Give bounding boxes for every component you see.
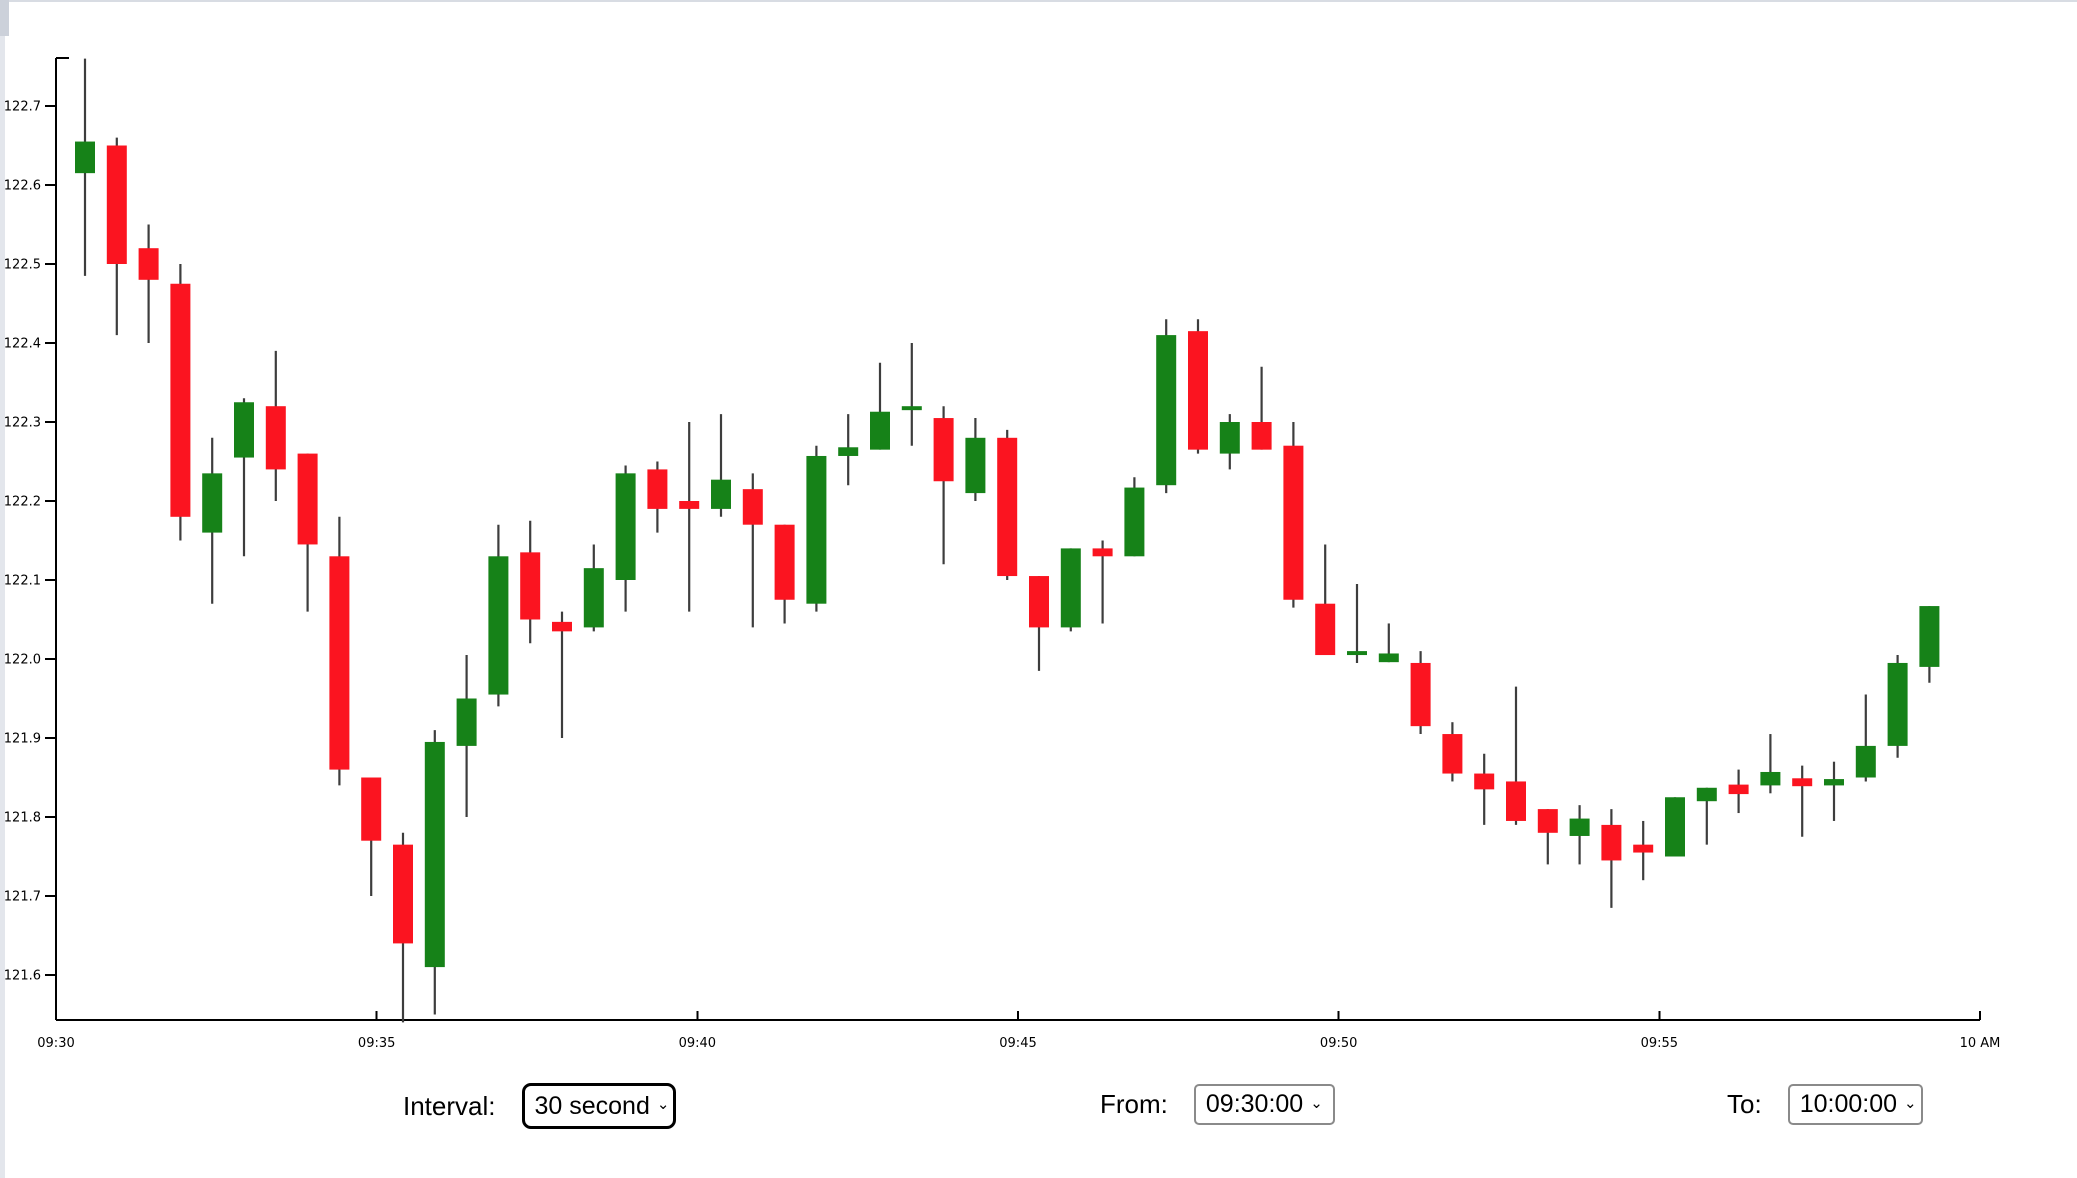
candle-body: [965, 437, 986, 494]
candle-body: [1760, 771, 1781, 786]
candle-body: [615, 473, 636, 580]
candle-body: [1347, 651, 1367, 656]
candle-body: [933, 418, 954, 482]
x-tick-label: 09:30: [37, 1036, 74, 1051]
candle-body: [1474, 773, 1495, 790]
candle-body: [138, 248, 159, 280]
candle-body: [1410, 662, 1431, 727]
candle-body: [838, 447, 859, 456]
y-tick-label: 122.7: [4, 100, 41, 115]
candle-body: [1887, 662, 1908, 746]
candle-body: [361, 777, 382, 841]
from-label: From:: [1100, 1089, 1168, 1119]
candle-body: [1188, 331, 1208, 450]
candle-body: [742, 489, 763, 525]
candle-body: [1537, 809, 1558, 833]
candle-body: [106, 145, 127, 264]
candle-body: [583, 568, 604, 628]
candle-body: [1919, 606, 1940, 667]
candle-body: [647, 469, 668, 509]
from-control: From: 09:30:00 ⌄: [1100, 1084, 1335, 1125]
to-select-value: 10:00:00: [1799, 1090, 1898, 1118]
y-tick-label: 122.2: [4, 495, 41, 510]
candle-body: [393, 844, 413, 944]
candle-body: [997, 437, 1018, 577]
x-tick-label: 09:55: [1641, 1036, 1678, 1051]
candle-body: [329, 556, 350, 770]
x-tick-label: 10 AM: [1960, 1036, 2001, 1051]
candle-body: [870, 411, 890, 450]
from-select-value: 09:30:00: [1205, 1090, 1304, 1118]
candle-body: [202, 473, 223, 533]
candle-body: [488, 556, 509, 695]
candle-body: [1029, 576, 1049, 628]
candle-body: [1665, 797, 1685, 857]
interval-control: Interval: 30 second ⌄: [403, 1083, 676, 1129]
candle-body: [774, 524, 795, 600]
y-tick-label: 122.3: [4, 416, 41, 431]
candle-body: [1601, 824, 1622, 861]
candle-body: [234, 402, 254, 458]
candle-body: [1283, 445, 1304, 600]
candle-body: [1060, 548, 1081, 628]
candle-body: [1569, 818, 1590, 836]
window-corner-nub: [0, 0, 9, 36]
candle-body: [1855, 745, 1876, 778]
candle-body: [1378, 653, 1399, 663]
chevron-down-icon: ⌄: [1310, 1094, 1323, 1112]
candle-body: [901, 406, 922, 411]
interval-select-value: 30 second: [534, 1091, 650, 1120]
candle-body: [1633, 844, 1654, 853]
to-control: To: 10:00:00 ⌄: [1727, 1084, 1923, 1125]
y-tick-label: 121.8: [4, 811, 41, 826]
candle-body: [170, 283, 191, 517]
y-tick-label: 122.4: [4, 337, 41, 352]
candle-body: [297, 453, 318, 545]
candle-body: [1156, 335, 1177, 486]
x-tick-label: 09:45: [999, 1036, 1036, 1051]
candle-body: [806, 455, 827, 604]
candle-body: [456, 698, 477, 746]
candle-body: [520, 552, 541, 620]
y-tick-label: 121.6: [4, 969, 41, 984]
interval-label: Interval:: [403, 1090, 496, 1121]
candle-body: [1728, 784, 1749, 795]
candle-body: [1219, 422, 1240, 454]
chevron-down-icon: ⌄: [1904, 1094, 1917, 1112]
candle-body: [1124, 487, 1145, 557]
interval-select[interactable]: 30 second ⌄: [521, 1083, 676, 1129]
candle-body: [265, 406, 286, 470]
candle-body: [1251, 422, 1272, 450]
candle-body: [1442, 734, 1463, 774]
candle-body: [1696, 787, 1717, 802]
y-tick-label: 121.9: [4, 732, 41, 747]
candle-body: [1792, 778, 1813, 787]
candle-body: [1092, 548, 1113, 557]
y-tick-label: 121.7: [4, 890, 41, 905]
candle-body: [1824, 779, 1844, 786]
y-tick-label: 122.0: [4, 653, 41, 668]
y-tick-label: 122.1: [4, 574, 41, 589]
x-tick-label: 09:50: [1320, 1036, 1357, 1051]
window-left-edge: [0, 0, 5, 1178]
x-tick-label: 09:40: [679, 1036, 716, 1051]
to-label: To:: [1727, 1089, 1762, 1119]
to-select[interactable]: 10:00:00 ⌄: [1787, 1084, 1923, 1125]
candle-body: [1506, 781, 1526, 821]
candle-body: [75, 141, 95, 174]
from-select[interactable]: 09:30:00 ⌄: [1193, 1084, 1335, 1125]
x-tick-label: 09:35: [358, 1036, 395, 1051]
candle-body: [552, 621, 572, 632]
window-top-border: [0, 0, 2077, 2]
chevron-down-icon: ⌄: [656, 1096, 670, 1113]
candle-body: [1315, 603, 1336, 656]
y-tick-label: 122.6: [4, 179, 41, 194]
candle-body: [711, 479, 731, 509]
y-tick-label: 122.5: [4, 258, 41, 273]
candle-body: [679, 501, 700, 509]
candle-body: [424, 741, 445, 968]
